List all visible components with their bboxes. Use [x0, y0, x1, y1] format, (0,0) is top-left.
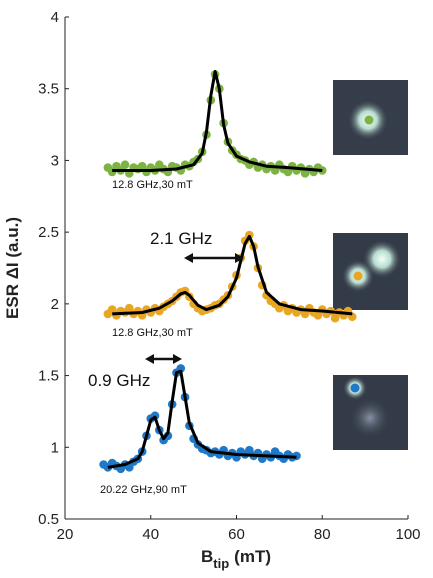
series-label: 12.8 GHz,30 mT: [112, 327, 193, 339]
annotation: 0.9 GHz: [88, 371, 150, 390]
y-tick-label: 3.5: [38, 81, 59, 98]
x-tick-label: 60: [228, 526, 245, 543]
y-tick-label: 1: [51, 439, 59, 456]
arrow-head: [235, 253, 244, 263]
x-label-sub: tip: [213, 556, 229, 571]
x-tick-label: 40: [142, 526, 159, 543]
series: [103, 70, 327, 178]
y-tick-label: 4: [51, 9, 59, 26]
arrow-head: [173, 354, 182, 364]
data-point: [120, 160, 130, 170]
series: [103, 230, 357, 323]
fit-line: [112, 70, 323, 172]
fit-line: [107, 369, 297, 469]
series-label: 12.8 GHz,30 mT: [112, 179, 193, 191]
y-axis-label: ESR ΔI (a.u.): [3, 217, 22, 319]
x-tick-label: 20: [57, 526, 74, 543]
x-tick-label: 80: [314, 526, 331, 543]
y-tick-label: 2.5: [38, 224, 59, 241]
fit-line: [112, 234, 353, 316]
x-label-main: B: [201, 547, 213, 566]
annotation: 2.1 GHz: [150, 229, 212, 248]
y-tick-label: 3: [51, 152, 59, 169]
y-tick-label: 1.5: [38, 368, 59, 385]
x-tick-label: 100: [395, 526, 420, 543]
arrow-head: [184, 253, 193, 263]
y-tick-label: 2: [51, 296, 59, 313]
series-label: 20.22 GHz,90 mT: [100, 484, 187, 496]
series: [99, 364, 301, 474]
arrow-head: [145, 354, 154, 364]
inset-images: [333, 80, 408, 450]
y-tick-label: 0.5: [38, 511, 59, 528]
x-label-unit: (mT): [234, 547, 271, 566]
x-axis-label: Btip (mT): [201, 547, 271, 571]
